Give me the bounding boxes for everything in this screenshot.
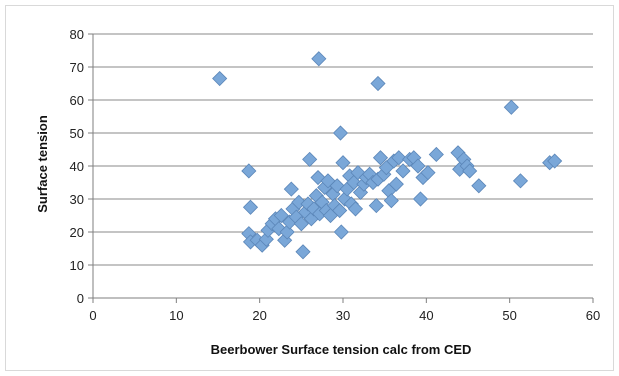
y-tick-label: 30 — [70, 192, 84, 207]
x-tick-label: 50 — [502, 308, 516, 323]
data-point — [395, 163, 411, 179]
y-tick-label: 70 — [70, 60, 84, 75]
data-point — [370, 75, 386, 92]
x-axis-ticks: 0 10 20 30 40 50 60 — [89, 298, 600, 323]
x-tick-label: 0 — [89, 308, 96, 323]
y-axis-title: Surface tension — [35, 115, 50, 213]
data-point — [241, 163, 257, 179]
data-point — [212, 70, 228, 87]
data-point — [273, 207, 289, 224]
data-point — [368, 198, 384, 214]
data-points — [212, 51, 563, 260]
data-point — [410, 158, 426, 174]
data-point — [503, 99, 519, 115]
data-point — [311, 51, 327, 67]
chart-area — [5, 5, 614, 371]
data-point — [295, 244, 311, 260]
data-point — [332, 125, 349, 141]
y-axis-ticks: 0 10 20 30 40 50 60 70 80 — [70, 27, 93, 306]
data-point — [428, 146, 444, 163]
y-tick-label: 10 — [70, 258, 84, 273]
data-point — [242, 199, 259, 215]
data-point — [420, 165, 436, 181]
y-tick-label: 0 — [77, 291, 84, 306]
data-point — [512, 173, 529, 189]
y-tick-label: 40 — [70, 159, 84, 174]
data-point — [388, 176, 404, 192]
data-point — [547, 153, 563, 169]
data-point — [383, 193, 399, 209]
y-tick-label: 60 — [70, 93, 84, 108]
x-axis-title: Beerbower Surface tension calc from CED — [211, 342, 472, 357]
data-point — [471, 178, 487, 194]
x-tick-label: 30 — [336, 308, 350, 323]
y-tick-label: 80 — [70, 27, 84, 42]
data-point — [293, 216, 309, 232]
data-point — [412, 191, 429, 207]
x-tick-label: 40 — [419, 308, 433, 323]
y-tick-label: 50 — [70, 126, 84, 141]
x-tick-label: 20 — [252, 308, 266, 323]
data-point — [335, 155, 351, 171]
data-point — [391, 150, 407, 166]
y-tick-label: 20 — [70, 225, 84, 240]
data-point — [332, 202, 348, 219]
data-point — [462, 163, 478, 179]
x-tick-label: 60 — [586, 308, 600, 323]
data-point — [347, 201, 364, 217]
data-point — [302, 151, 318, 167]
data-point — [333, 224, 349, 240]
x-tick-label: 10 — [169, 308, 183, 323]
data-point — [372, 150, 389, 166]
data-point — [283, 181, 299, 197]
